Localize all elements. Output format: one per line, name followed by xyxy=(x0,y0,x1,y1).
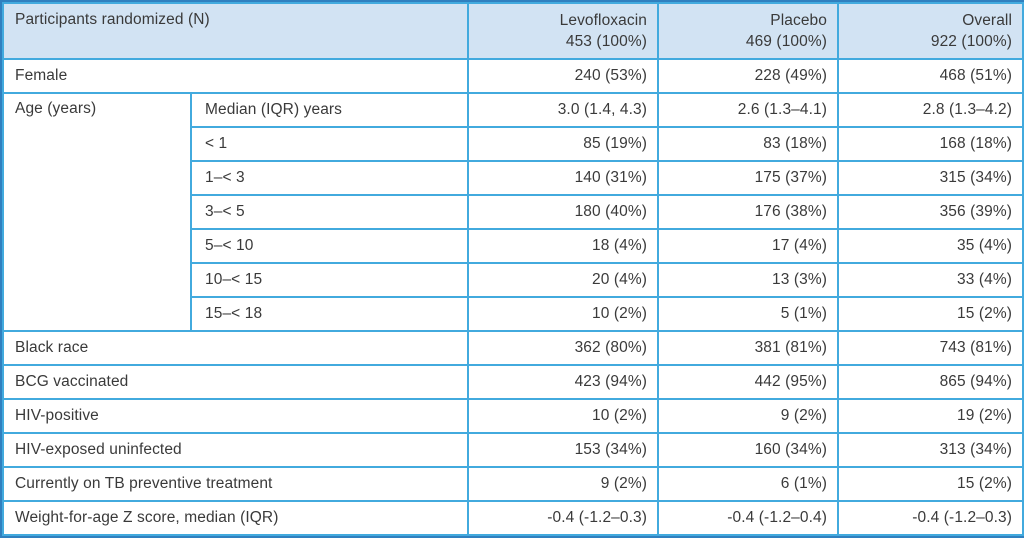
cell-value: 140 (31%) xyxy=(467,160,659,196)
column-header-overall: Overall 922 (100%) xyxy=(837,2,1024,60)
row-sublabel: Median (IQR) years xyxy=(190,92,469,128)
cell-value: 10 (2%) xyxy=(467,398,659,434)
cell-value: 15 (2%) xyxy=(837,466,1024,502)
cell-value: 20 (4%) xyxy=(467,262,659,298)
cell-value: 468 (51%) xyxy=(837,58,1024,94)
column-header-placebo: Placebo 469 (100%) xyxy=(657,2,839,60)
row-label: Currently on TB preventive treatment xyxy=(2,466,469,502)
table-row-black-race: Black race 362 (80%) 381 (81%) 743 (81%) xyxy=(2,330,1024,366)
table-row-age-3-5: 3–< 5 180 (40%) 176 (38%) 356 (39%) xyxy=(3,194,1024,230)
cell-value: 168 (18%) xyxy=(837,126,1024,162)
row-group-label-age: Age (years) xyxy=(2,92,192,332)
cell-value: 865 (94%) xyxy=(837,364,1024,400)
header-participants-randomized: Participants randomized (N) xyxy=(2,2,469,60)
cell-value: 2.8 (1.3–4.2) xyxy=(837,92,1024,128)
table-row-age-1-3: 1–< 3 140 (31%) 175 (37%) 315 (34%) xyxy=(3,160,1024,196)
table-row-female: Female 240 (53%) 228 (49%) 468 (51%) xyxy=(2,58,1024,94)
table-row-tb-preventive-treatment: Currently on TB preventive treatment 9 (… xyxy=(2,466,1024,502)
cell-value: 17 (4%) xyxy=(657,228,839,264)
cell-value: 83 (18%) xyxy=(657,126,839,162)
table-row-age-under-1: < 1 85 (19%) 83 (18%) 168 (18%) xyxy=(3,126,1024,162)
cell-value: 175 (37%) xyxy=(657,160,839,196)
cell-value: 13 (3%) xyxy=(657,262,839,298)
cell-value: 176 (38%) xyxy=(657,194,839,230)
cell-value: 6 (1%) xyxy=(657,466,839,502)
cell-value: 442 (95%) xyxy=(657,364,839,400)
row-sublabel: 5–< 10 xyxy=(190,228,469,264)
row-label: BCG vaccinated xyxy=(2,364,469,400)
cell-value: 85 (19%) xyxy=(467,126,659,162)
cell-value: -0.4 (-1.2–0.3) xyxy=(837,500,1024,536)
row-sublabel: 15–< 18 xyxy=(190,296,469,332)
row-sublabel: 3–< 5 xyxy=(190,194,469,230)
cell-value: 33 (4%) xyxy=(837,262,1024,298)
cell-value: 9 (2%) xyxy=(467,466,659,502)
cell-value: 315 (34%) xyxy=(837,160,1024,196)
cell-value: 10 (2%) xyxy=(467,296,659,332)
column-n: 469 (100%) xyxy=(745,33,827,50)
table-row-age-10-15: 10–< 15 20 (4%) 13 (3%) 33 (4%) xyxy=(3,262,1024,298)
row-sublabel: 1–< 3 xyxy=(190,160,469,196)
cell-value: 180 (40%) xyxy=(467,194,659,230)
cell-value: 9 (2%) xyxy=(657,398,839,434)
cell-value: 153 (34%) xyxy=(467,432,659,468)
cell-value: 160 (34%) xyxy=(657,432,839,468)
column-name: Overall xyxy=(962,12,1012,29)
cell-value: 35 (4%) xyxy=(837,228,1024,264)
row-label: Black race xyxy=(2,330,469,366)
cell-value: 313 (34%) xyxy=(837,432,1024,468)
column-n: 453 (100%) xyxy=(565,33,647,50)
column-header-levofloxacin: Levofloxacin 453 (100%) xyxy=(467,2,659,60)
table-row-hiv-positive: HIV-positive 10 (2%) 9 (2%) 19 (2%) xyxy=(2,398,1024,434)
cell-value: 423 (94%) xyxy=(467,364,659,400)
cell-value: -0.4 (-1.2–0.4) xyxy=(657,500,839,536)
table-row-age-5-10: 5–< 10 18 (4%) 17 (4%) 35 (4%) xyxy=(3,228,1024,264)
cell-value: 356 (39%) xyxy=(837,194,1024,230)
cell-value: 2.6 (1.3–4.1) xyxy=(657,92,839,128)
cell-value: 743 (81%) xyxy=(837,330,1024,366)
row-sublabel: 10–< 15 xyxy=(190,262,469,298)
table-row-age-15-18: 15–< 18 10 (2%) 5 (1%) 15 (2%) xyxy=(3,296,1024,332)
column-name: Levofloxacin xyxy=(559,12,647,29)
table-row-age-median: Age (years) Median (IQR) years 3.0 (1.4,… xyxy=(2,92,1024,332)
row-label: HIV-positive xyxy=(2,398,469,434)
cell-value: 15 (2%) xyxy=(837,296,1024,332)
cell-value: 228 (49%) xyxy=(657,58,839,94)
table-row-hiv-exposed-uninfected: HIV-exposed uninfected 153 (34%) 160 (34… xyxy=(2,432,1024,468)
cell-value: 240 (53%) xyxy=(467,58,659,94)
cell-value: 381 (81%) xyxy=(657,330,839,366)
cell-value: 5 (1%) xyxy=(657,296,839,332)
row-sublabel: < 1 xyxy=(190,126,469,162)
column-n: 922 (100%) xyxy=(930,33,1012,50)
cell-value: 3.0 (1.4, 4.3) xyxy=(467,92,659,128)
table-row-bcg-vaccinated: BCG vaccinated 423 (94%) 442 (95%) 865 (… xyxy=(2,364,1024,400)
cell-value: 19 (2%) xyxy=(837,398,1024,434)
row-label: Weight-for-age Z score, median (IQR) xyxy=(2,500,469,536)
cell-value: 362 (80%) xyxy=(467,330,659,366)
cell-value: -0.4 (-1.2–0.3) xyxy=(467,500,659,536)
row-label: HIV-exposed uninfected xyxy=(2,432,469,468)
table-header-row: Participants randomized (N) Levofloxacin… xyxy=(2,2,1024,60)
column-name: Placebo xyxy=(770,12,827,29)
cell-value: 18 (4%) xyxy=(467,228,659,264)
row-label: Female xyxy=(2,58,469,94)
table-row-weight-for-age-z: Weight-for-age Z score, median (IQR) -0.… xyxy=(2,500,1024,536)
